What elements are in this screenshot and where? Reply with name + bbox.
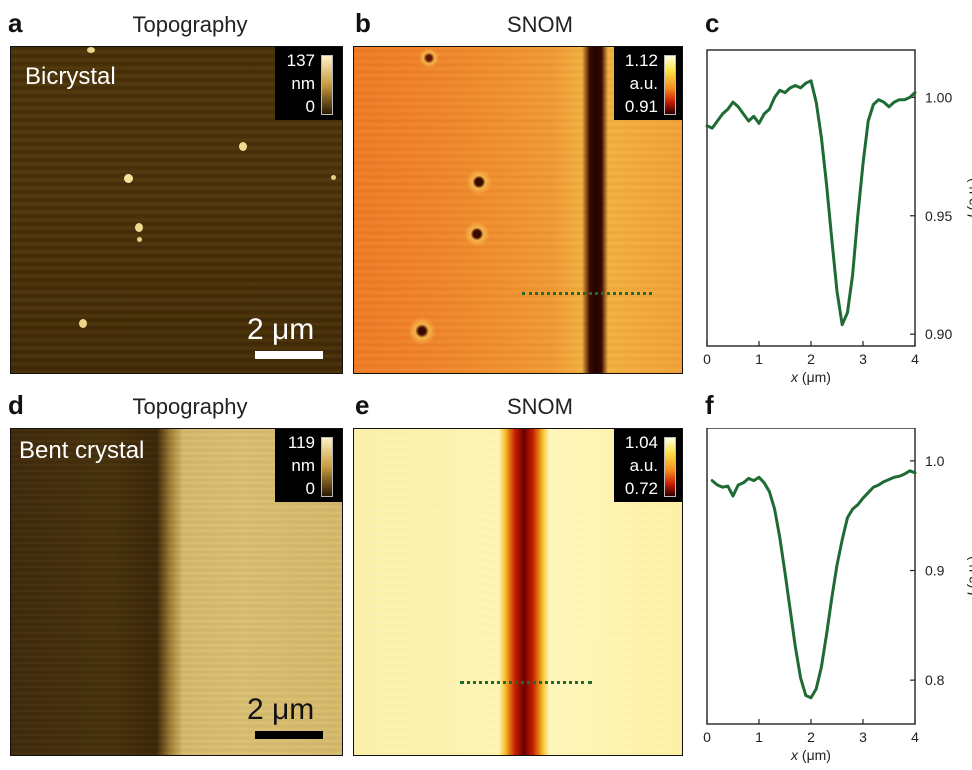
particle <box>137 237 142 242</box>
x-axis-label: x (μm) <box>790 747 831 763</box>
colorbar-max-d: 119 <box>287 433 315 452</box>
x-tick-label: 1 <box>755 729 763 745</box>
colorbar-gradient-d <box>321 437 333 497</box>
bend-line <box>499 429 549 755</box>
scalebar-label-d: 2 μm <box>247 693 315 726</box>
particle <box>239 142 247 151</box>
surface-defect <box>466 169 492 195</box>
sample-label-d: Bent crystal <box>19 437 145 464</box>
colorbar-min-a: 0 <box>305 97 315 116</box>
particle <box>79 319 87 328</box>
panel-label-c: c <box>705 8 720 38</box>
line-chart-c: 0 1 2 3 4 1.00 0.95 0.90 x (μm) I (a.u.) <box>703 49 972 385</box>
snom-image-b <box>353 46 683 374</box>
panel-title-e: SNOM <box>507 394 573 419</box>
panel-title-b: SNOM <box>507 12 573 37</box>
colorbar-d: 119 nm 0 <box>275 429 342 502</box>
surface-defect <box>464 221 490 247</box>
y-tick-label: 1.00 <box>925 89 952 105</box>
sample-label-a: Bicrystal <box>25 63 116 90</box>
colorbar-gradient-e <box>664 437 676 497</box>
intensity-profile-line <box>705 79 917 327</box>
y-axis-label: I (a.u.) <box>964 556 972 596</box>
line-chart-f: 0 1 2 3 4 1.0 0.9 0.8 x (μm) I (a.u.) <box>703 428 972 763</box>
colorbar-unit-a: nm <box>291 74 315 93</box>
y-tick-label: 0.9 <box>925 563 945 579</box>
profile-line-b <box>522 292 652 295</box>
panel-label-f: f <box>705 390 714 420</box>
colorbar-unit-b: a.u. <box>629 74 658 93</box>
scalebar-label-a: 2 μm <box>247 313 315 346</box>
x-tick-label: 2 <box>807 729 815 745</box>
colorbar-max-e: 1.04 <box>624 433 658 452</box>
particle <box>124 174 133 183</box>
x-tick-label: 1 <box>755 351 763 367</box>
panel-label-b: b <box>355 8 371 38</box>
y-tick-label: 0.95 <box>925 208 952 224</box>
x-tick-label: 0 <box>703 351 711 367</box>
panel-title-d: Topography <box>132 394 248 419</box>
particle <box>87 47 95 53</box>
colorbar-unit-e: a.u. <box>629 456 658 475</box>
panel-title-a: Topography <box>132 12 248 37</box>
surface-defect <box>408 317 436 345</box>
panel-label-d: d <box>8 390 24 420</box>
colorbar-e: 1.04 a.u. 0.72 <box>614 429 682 502</box>
colorbar-max-b: 1.12 <box>624 51 658 70</box>
topography-image-d: Bent crystal 2 μm <box>10 428 343 756</box>
surface-defect <box>418 49 440 67</box>
intensity-profile-line <box>710 469 917 700</box>
y-axis-label: I (a.u.) <box>964 178 972 218</box>
plot-frame <box>706 428 916 725</box>
x-tick-label: 4 <box>911 729 919 745</box>
panel-label-a: a <box>8 8 23 38</box>
x-tick-label: 2 <box>807 351 815 367</box>
scalebar-a <box>255 351 323 359</box>
x-tick-label: 0 <box>703 729 711 745</box>
colorbar-max-a: 137 <box>286 51 315 70</box>
colorbar-min-d: 0 <box>305 479 315 498</box>
colorbar-min-e: 0.72 <box>624 479 658 498</box>
scalebar-d <box>255 731 323 739</box>
particle <box>135 223 143 232</box>
panel-label-e: e <box>355 390 370 420</box>
colorbar-gradient-b <box>664 55 676 115</box>
x-axis-label: x (μm) <box>790 369 831 385</box>
colorbar-unit-d: nm <box>291 456 315 475</box>
y-tick-label: 1.0 <box>925 453 945 469</box>
x-tick-label: 3 <box>859 351 867 367</box>
colorbar-gradient-a <box>321 55 333 115</box>
x-tick-label: 4 <box>911 351 919 367</box>
colorbar-a: 137 nm 0 <box>275 47 342 120</box>
plot-frame <box>706 49 916 347</box>
x-tick-label: 3 <box>859 729 867 745</box>
particle <box>331 175 336 180</box>
colorbar-b: 1.12 a.u. 0.91 <box>614 47 682 120</box>
y-tick-label: 0.90 <box>925 326 952 342</box>
profile-line-e <box>460 681 592 684</box>
grain-boundary <box>582 47 608 373</box>
y-tick-label: 0.8 <box>925 672 945 688</box>
colorbar-min-b: 0.91 <box>624 97 658 116</box>
